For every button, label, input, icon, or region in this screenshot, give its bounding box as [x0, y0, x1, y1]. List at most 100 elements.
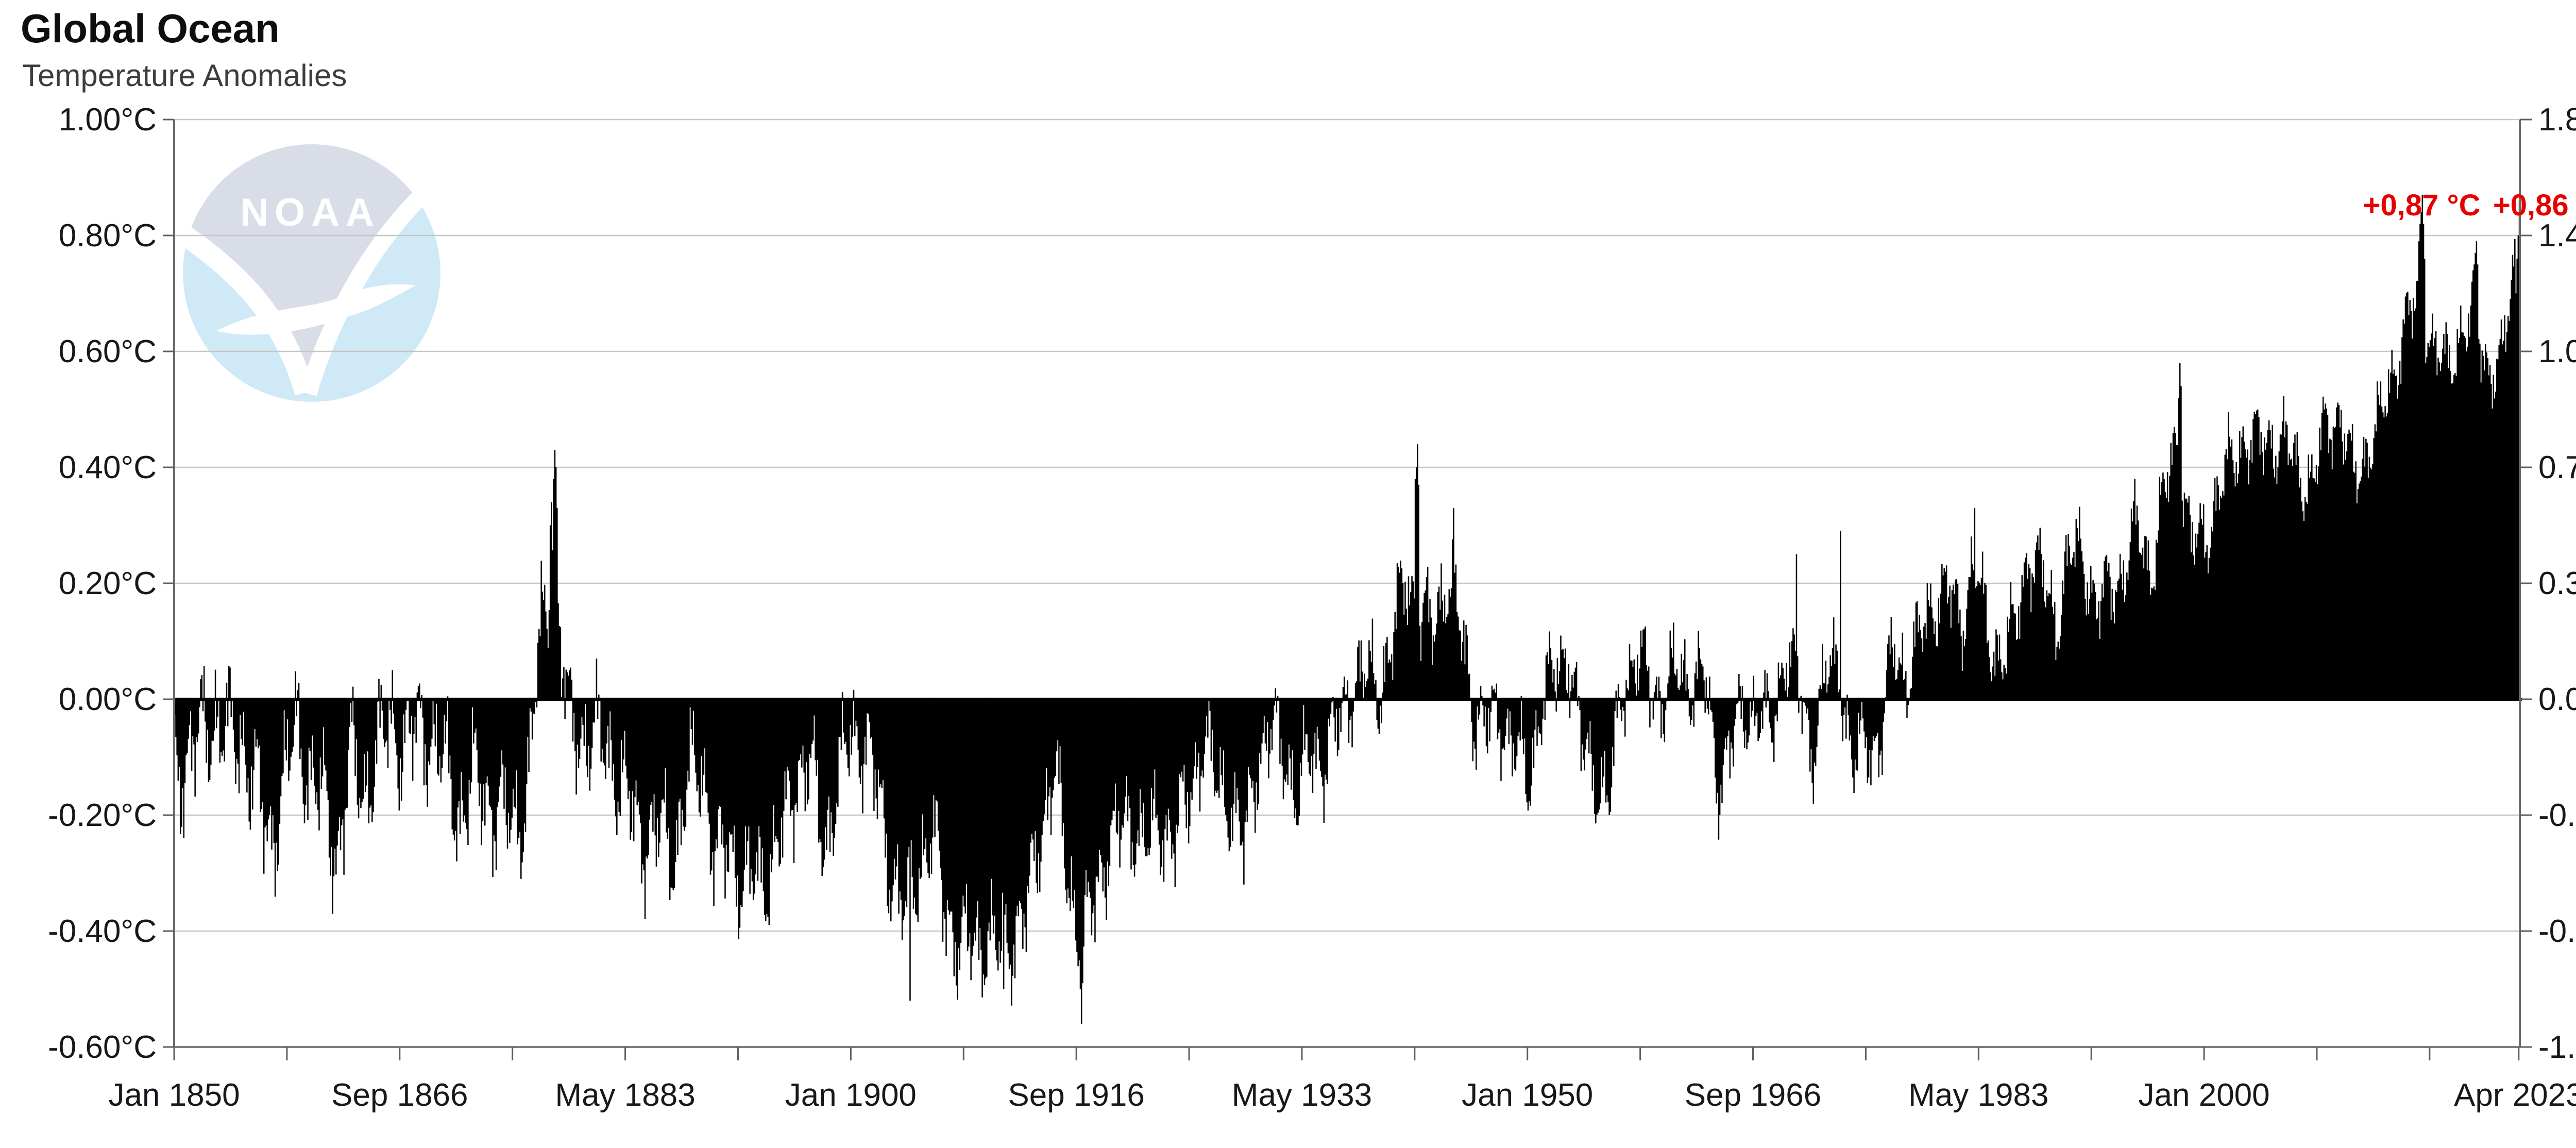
bar-month — [562, 678, 564, 699]
bar-month — [555, 467, 557, 699]
bar-month — [1660, 699, 1662, 738]
bar-month — [294, 699, 295, 725]
bar-month — [1845, 699, 1847, 739]
bar-month — [2190, 552, 2192, 699]
x-tick-label: May 1933 — [1232, 1077, 1372, 1113]
bar-month — [2380, 381, 2382, 699]
bar-month — [2074, 567, 2076, 699]
bar-month — [1085, 699, 1087, 870]
bar-month — [2125, 595, 2127, 699]
bar-month — [459, 699, 461, 834]
bar-month — [2043, 560, 2044, 699]
bar-month — [221, 699, 223, 756]
bar-month — [2012, 604, 2014, 699]
bar-month — [2452, 383, 2454, 699]
bar-month — [1296, 699, 1298, 825]
bar-month — [1728, 699, 1730, 731]
bar-month — [2276, 484, 2278, 699]
bar-month — [629, 699, 630, 791]
bar-month — [852, 699, 854, 737]
bar-month — [1088, 699, 1089, 882]
bar-month — [1291, 699, 1292, 790]
bar-month — [1276, 699, 1278, 713]
bar-month — [1273, 699, 1274, 720]
bar-month — [1519, 699, 1521, 741]
bar-month — [768, 699, 770, 925]
y-left-tick-label: -0.20°C — [48, 798, 157, 833]
bar-month — [2232, 460, 2234, 699]
y-left-tick-label: 0.00°C — [59, 682, 157, 717]
bar-month — [2100, 601, 2102, 699]
bar-month — [1384, 682, 1386, 699]
bar-month — [1360, 640, 1362, 699]
bar-month — [1449, 596, 1451, 699]
bar-month — [683, 699, 684, 827]
bar-month — [446, 699, 448, 721]
bar-month — [2140, 553, 2141, 699]
bar-month — [770, 699, 772, 873]
bar-month — [1388, 659, 1391, 699]
bar-month — [2371, 469, 2372, 699]
bar-month — [452, 699, 454, 835]
bar-month — [1605, 699, 1607, 803]
bar-month — [327, 699, 329, 801]
bar-month — [2249, 460, 2251, 699]
bar-month — [1480, 686, 1482, 699]
bar-month — [524, 699, 527, 832]
bar-month — [2300, 478, 2301, 699]
bar-month — [1057, 699, 1059, 740]
bar-month — [1417, 444, 1418, 699]
bar-month — [1630, 660, 1632, 699]
bar-month — [2181, 500, 2183, 699]
bar-month — [423, 699, 425, 786]
bar-month — [2354, 472, 2355, 699]
bar-month — [2293, 443, 2295, 699]
bar-month — [1553, 669, 1555, 699]
bar-month — [844, 699, 845, 744]
bar-month — [1856, 699, 1858, 771]
bar-month — [521, 699, 523, 863]
bar-month — [291, 699, 293, 752]
bar-month — [565, 669, 567, 699]
bar-month — [1943, 568, 1945, 699]
bar-month — [1007, 699, 1009, 954]
bar-month — [739, 699, 741, 928]
bar-month — [1795, 554, 1798, 699]
bar-month — [1200, 699, 1202, 776]
bar-month — [2242, 426, 2244, 699]
bar-month — [2228, 412, 2229, 699]
bar-month — [1358, 640, 1360, 699]
bar-month — [1938, 598, 1940, 699]
bar-month — [1158, 699, 1160, 845]
bar-month — [2150, 595, 2151, 699]
bar-month — [792, 699, 794, 811]
bar-month — [1438, 586, 1440, 699]
bar-month — [2431, 333, 2432, 699]
bar-month — [223, 699, 224, 751]
bar-month — [1699, 648, 1700, 699]
bar-month — [328, 699, 330, 858]
bar-month — [2062, 580, 2063, 699]
bar-month — [1993, 651, 1995, 699]
bar-month — [2443, 334, 2445, 699]
bar-month — [2314, 482, 2316, 699]
bar-month — [2115, 590, 2116, 699]
bar-month — [1043, 699, 1045, 815]
bar-month — [395, 699, 397, 744]
bar-month — [921, 699, 922, 877]
bar-month — [677, 699, 679, 855]
bar-month — [814, 699, 815, 716]
bar-month — [1179, 699, 1180, 774]
bar-month — [1436, 623, 1437, 699]
bar-month — [1532, 699, 1534, 738]
bar-month — [2250, 440, 2252, 699]
bar-month — [1642, 629, 1644, 699]
bar-month — [1097, 699, 1099, 883]
bar-month — [832, 699, 833, 833]
bar-month — [1582, 699, 1584, 760]
bar-month — [1161, 699, 1162, 867]
bar-month — [522, 699, 524, 852]
bar-month — [2186, 498, 2188, 699]
bar-month — [1676, 669, 1678, 699]
bar-month — [1293, 699, 1294, 800]
